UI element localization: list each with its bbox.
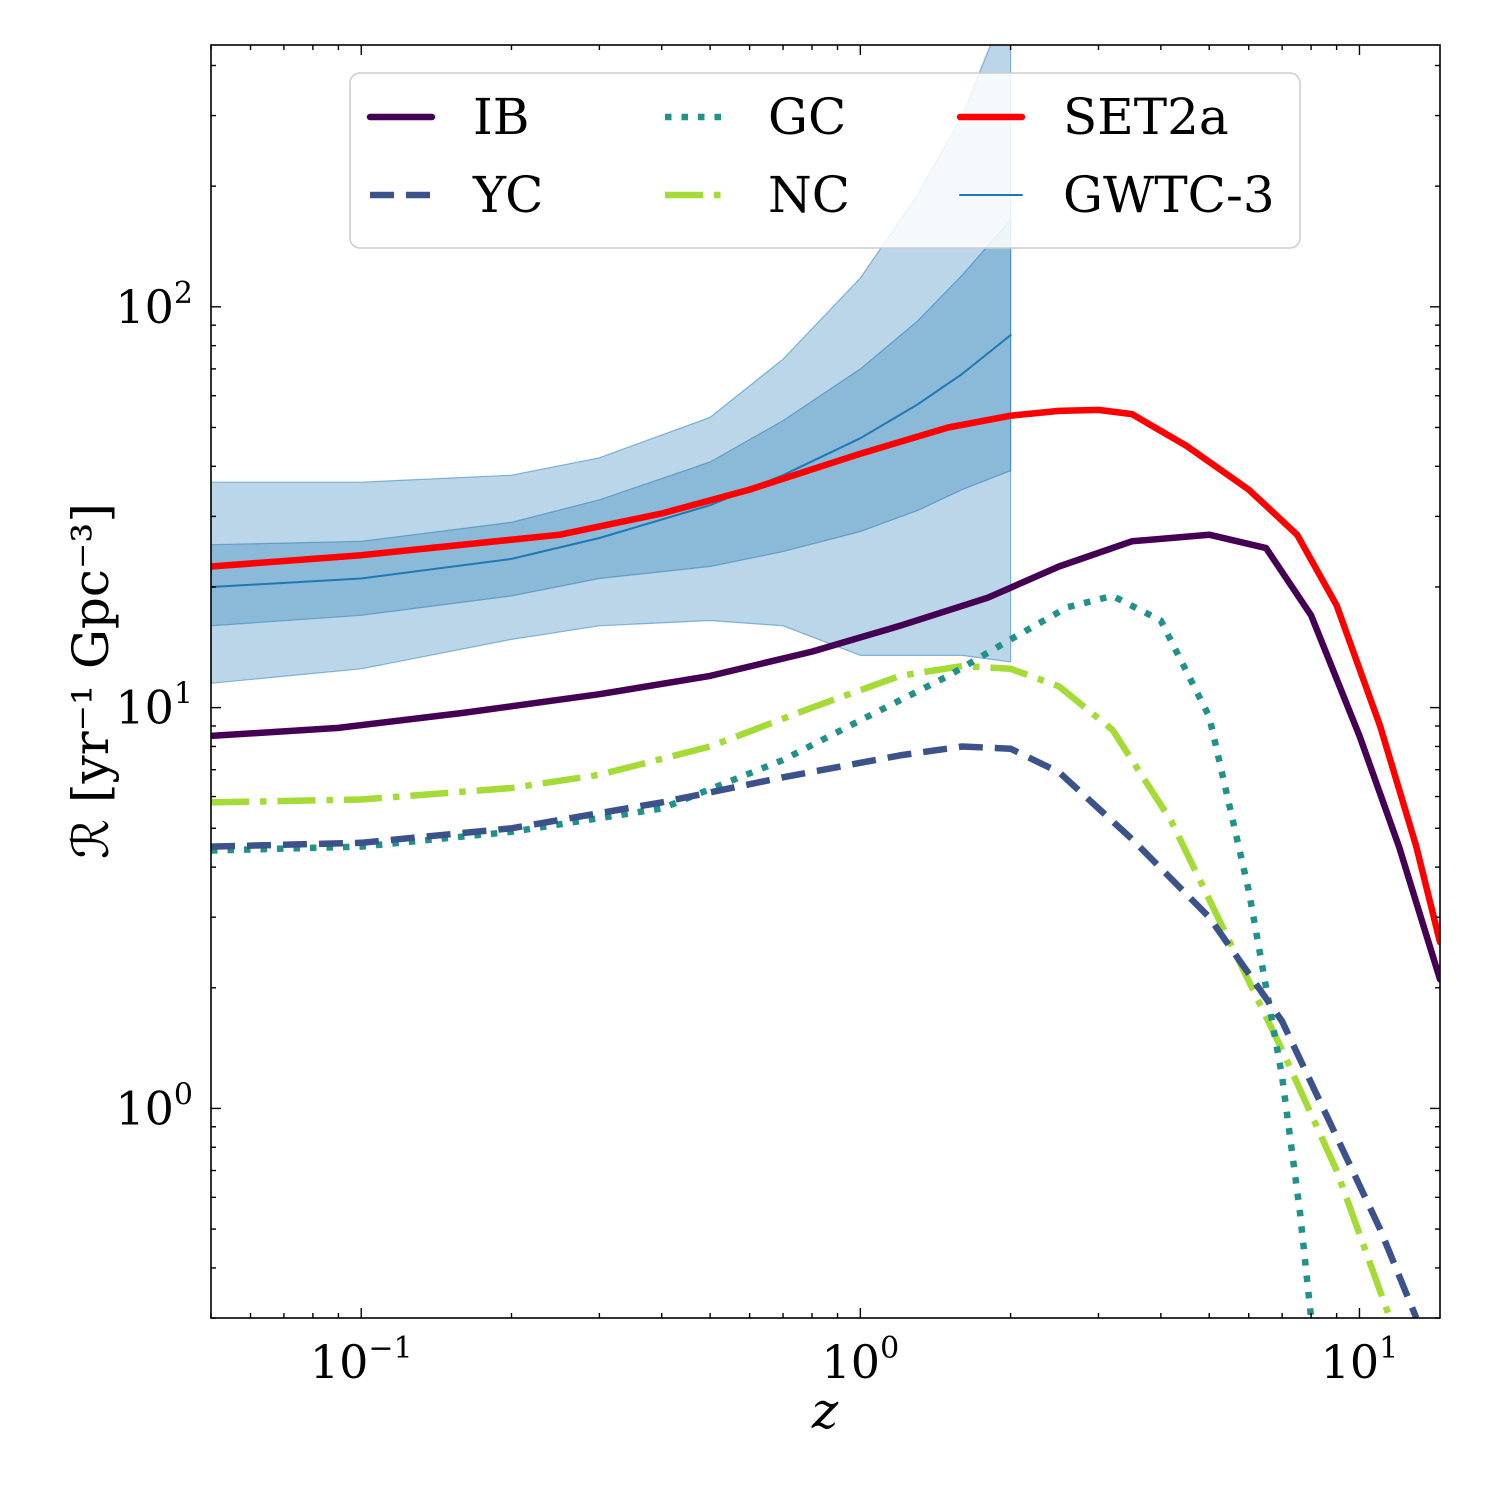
series-line-yc: [211, 743, 1420, 1318]
legend-label-yc: YC: [472, 166, 543, 224]
y-tick-labels: 100 101 102: [115, 276, 193, 1136]
series-lines: [211, 334, 1440, 1318]
y-tick-label: 102: [115, 276, 193, 334]
legend-label-gc: GC: [768, 88, 846, 146]
y-tick-label: 101: [115, 677, 193, 735]
legend-box: [349, 72, 1301, 249]
x-tick-label: 101: [1321, 1331, 1399, 1389]
x-axis-label: z: [811, 1382, 839, 1440]
band-2: [211, 217, 1012, 627]
legend: IB YC GC NC SET2a GWTC-3: [349, 72, 1301, 249]
x-tick-label: 10−1: [310, 1331, 413, 1389]
y-axis-label: ℛ [yr⁻¹ Gpc⁻³]: [62, 503, 120, 859]
x-tick-labels: 10−1 100 101: [310, 1331, 1398, 1389]
legend-label-gwtc-3: GWTC-3: [1063, 166, 1275, 224]
band-1: [211, 45, 1012, 684]
series-line-nc: [211, 662, 1393, 1318]
major-ticks: [211, 45, 1440, 1318]
x-tick-label: 100: [822, 1331, 900, 1389]
plot-background: [211, 45, 1440, 1318]
series-line-set2a: [211, 406, 1440, 946]
confidence-bands: [211, 45, 1012, 684]
y-tick-label: 100: [115, 1077, 193, 1135]
plot-frame: [210, 44, 1441, 1319]
legend-label-ib: IB: [473, 88, 530, 146]
legend-label-set2a: SET2a: [1063, 88, 1229, 146]
legend-label-nc: NC: [768, 166, 850, 224]
series-line-ib: [211, 531, 1440, 983]
series-line-gc: [211, 592, 1315, 1318]
